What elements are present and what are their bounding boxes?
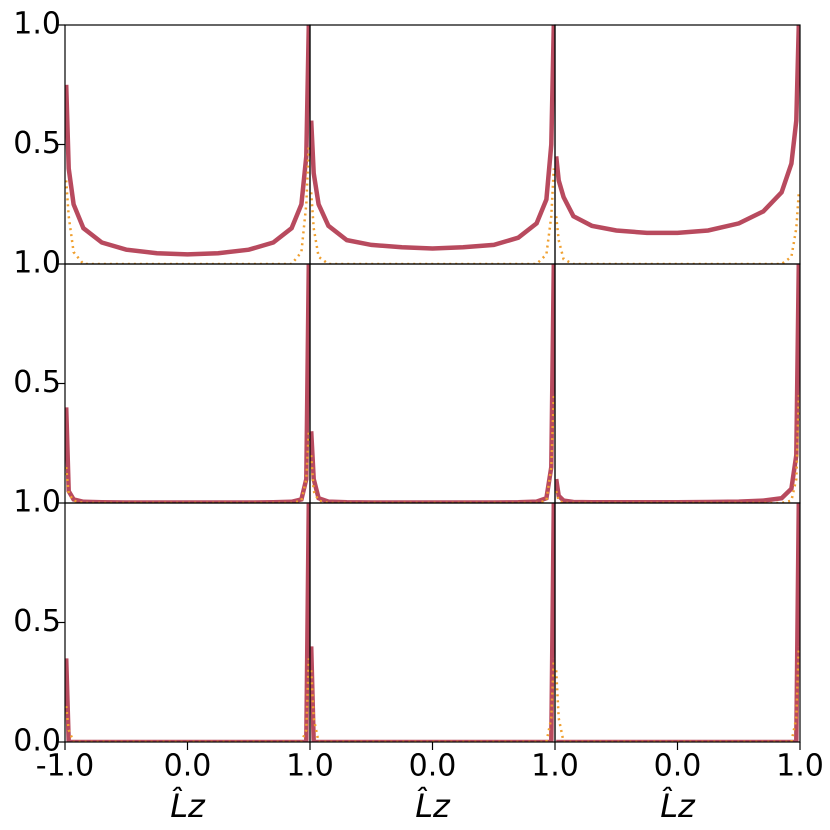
panel-frame [64, 263, 311, 504]
series-line [555, 24, 800, 236]
panel-frame [309, 263, 556, 504]
x-tick-label: 0.0 [164, 749, 212, 784]
panel-frame [554, 502, 801, 743]
y-tick-label: 1.0 [13, 7, 61, 42]
series-line [555, 192, 800, 264]
series-line [310, 263, 555, 503]
x-axis-label: L̂z [415, 787, 451, 825]
x-tick-label: 0.0 [409, 749, 457, 784]
series-line [555, 263, 800, 503]
panel-frame [554, 24, 801, 265]
series-line [65, 658, 310, 742]
series-line [310, 658, 555, 742]
series-line [65, 263, 310, 503]
panel-frame [309, 24, 556, 265]
series-line [65, 431, 310, 503]
x-axis-label: L̂z [170, 787, 206, 825]
panel-frame [309, 502, 556, 743]
panel-frame [554, 263, 801, 504]
y-tick-label: 1.0 [13, 246, 61, 281]
x-tick-label: 1.0 [531, 749, 579, 784]
y-tick-label: 0.5 [13, 365, 61, 400]
x-axis-label: L̂z [660, 787, 696, 825]
series-line [310, 502, 555, 742]
series-line [555, 646, 800, 742]
series-line [310, 168, 555, 264]
series-line [65, 502, 310, 742]
series-line [555, 395, 800, 503]
series-line [65, 24, 310, 257]
y-tick-label: 1.0 [13, 485, 61, 520]
x-tick-label: 1.0 [286, 749, 334, 784]
series-line [310, 24, 555, 251]
y-tick-label: 0.0 [13, 724, 61, 759]
x-tick-label: 0.0 [654, 749, 702, 784]
series-line [310, 395, 555, 503]
panel-frame [64, 24, 311, 265]
panel-frame [64, 502, 311, 743]
x-tick-label: 1.0 [776, 749, 824, 784]
y-tick-label: 0.5 [13, 604, 61, 639]
x-tick-label: -1.0 [36, 749, 95, 784]
series-line [65, 144, 310, 264]
y-tick-label: 0.5 [13, 126, 61, 161]
series-line [556, 502, 800, 742]
